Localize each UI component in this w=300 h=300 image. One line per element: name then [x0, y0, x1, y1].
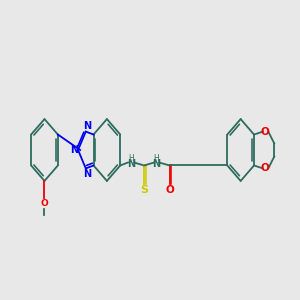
Text: O: O	[261, 164, 270, 173]
Text: S: S	[140, 185, 148, 195]
Text: N: N	[152, 159, 160, 169]
Text: H: H	[154, 154, 159, 163]
Text: H: H	[129, 154, 134, 163]
Text: N: N	[83, 169, 91, 179]
Text: N: N	[128, 159, 136, 169]
Text: O: O	[165, 185, 174, 195]
Text: O: O	[261, 127, 270, 136]
Text: N: N	[83, 121, 91, 130]
Text: N: N	[70, 145, 78, 155]
Text: O: O	[40, 199, 48, 208]
